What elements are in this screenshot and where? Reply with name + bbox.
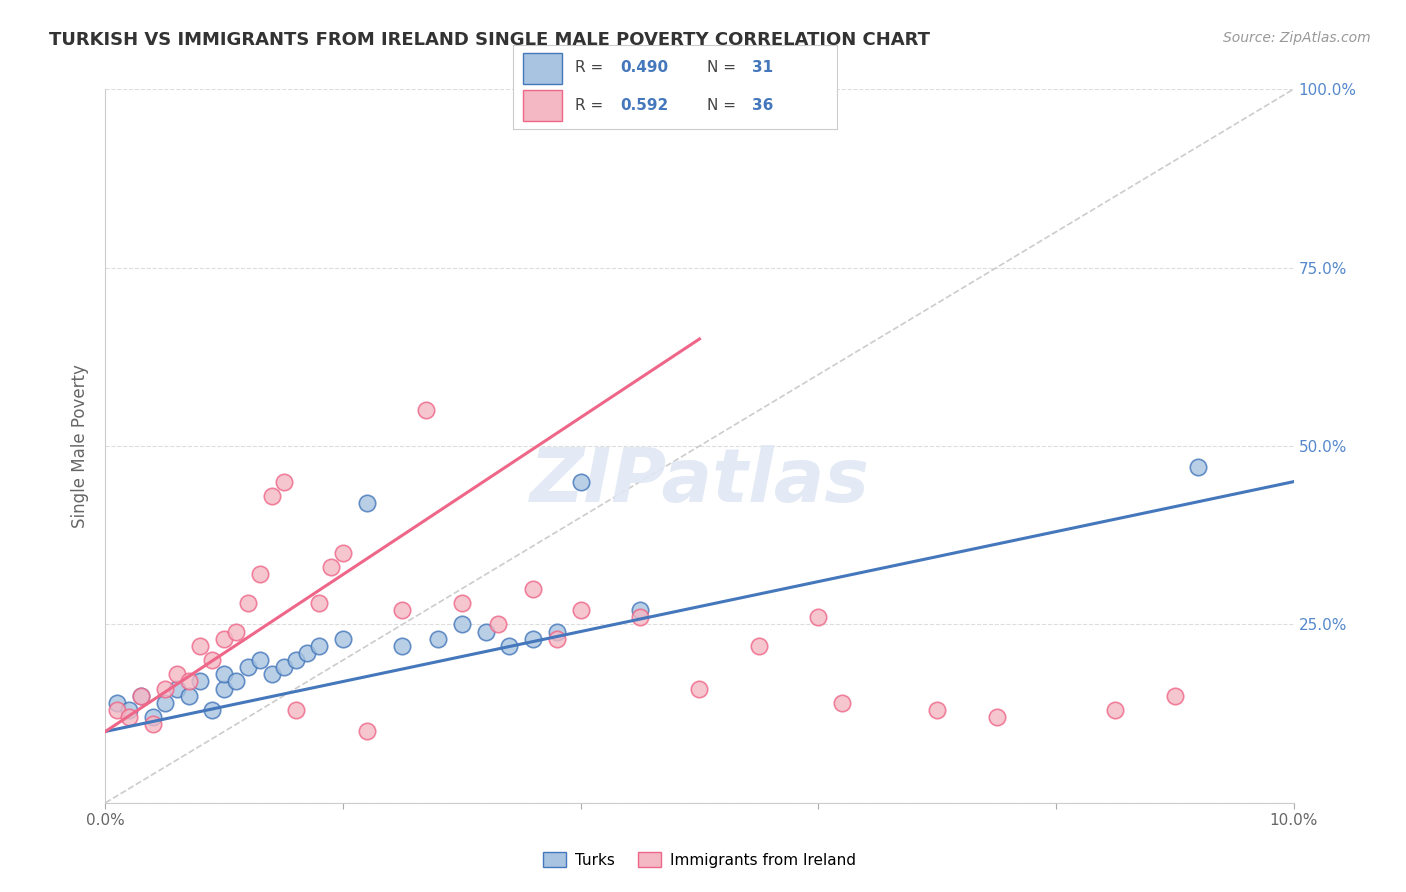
Text: N =: N =: [707, 60, 741, 75]
Point: [297, 646, 319, 660]
FancyBboxPatch shape: [523, 54, 561, 84]
Point: [807, 610, 830, 624]
Point: [1187, 460, 1209, 475]
Point: [177, 689, 200, 703]
Point: [356, 496, 378, 510]
Text: R =: R =: [575, 98, 607, 113]
Point: [166, 681, 188, 696]
Point: [569, 603, 592, 617]
Point: [214, 681, 236, 696]
Point: [391, 603, 413, 617]
Point: [356, 724, 378, 739]
Point: [177, 674, 200, 689]
Point: [308, 596, 330, 610]
Text: TURKISH VS IMMIGRANTS FROM IRELAND SINGLE MALE POVERTY CORRELATION CHART: TURKISH VS IMMIGRANTS FROM IRELAND SINGL…: [49, 31, 931, 49]
Point: [628, 603, 651, 617]
Legend: Turks, Immigrants from Ireland: Turks, Immigrants from Ireland: [537, 846, 862, 873]
Point: [522, 632, 544, 646]
Point: [569, 475, 592, 489]
Point: [260, 667, 283, 681]
Point: [689, 681, 711, 696]
Point: [391, 639, 413, 653]
Point: [118, 710, 141, 724]
Y-axis label: Single Male Poverty: Single Male Poverty: [72, 364, 90, 528]
Text: ZIPatlas: ZIPatlas: [530, 445, 869, 518]
Point: [522, 582, 544, 596]
Point: [546, 632, 568, 646]
Point: [450, 596, 472, 610]
Point: [273, 475, 295, 489]
Text: 36: 36: [752, 98, 773, 113]
Point: [105, 703, 128, 717]
Text: R =: R =: [575, 60, 607, 75]
Point: [225, 624, 247, 639]
Point: [927, 703, 949, 717]
Point: [332, 632, 354, 646]
Text: 0.490: 0.490: [620, 60, 668, 75]
Point: [201, 653, 224, 667]
Text: 31: 31: [752, 60, 773, 75]
Point: [225, 674, 247, 689]
Point: [190, 639, 212, 653]
Text: 0.592: 0.592: [620, 98, 668, 113]
Point: [153, 696, 176, 710]
Point: [427, 632, 450, 646]
Point: [214, 632, 236, 646]
Point: [486, 617, 509, 632]
Point: [748, 639, 770, 653]
Point: [249, 567, 271, 582]
Point: [118, 703, 141, 717]
Point: [214, 667, 236, 681]
Point: [236, 660, 259, 674]
Point: [321, 560, 343, 574]
Point: [142, 717, 165, 731]
Point: [142, 710, 165, 724]
Point: [450, 617, 472, 632]
Point: [628, 610, 651, 624]
Point: [129, 689, 152, 703]
Point: [284, 653, 307, 667]
Point: [546, 624, 568, 639]
Point: [284, 703, 307, 717]
Text: N =: N =: [707, 98, 741, 113]
Point: [273, 660, 295, 674]
Point: [201, 703, 224, 717]
Point: [415, 403, 437, 417]
Point: [308, 639, 330, 653]
Point: [498, 639, 520, 653]
Point: [105, 696, 128, 710]
Point: [986, 710, 1008, 724]
Point: [831, 696, 853, 710]
Point: [1164, 689, 1187, 703]
Point: [190, 674, 212, 689]
Point: [1104, 703, 1126, 717]
FancyBboxPatch shape: [523, 90, 561, 120]
Point: [474, 624, 496, 639]
Point: [332, 546, 354, 560]
Point: [166, 667, 188, 681]
Point: [260, 489, 283, 503]
Point: [236, 596, 259, 610]
Point: [153, 681, 176, 696]
Point: [249, 653, 271, 667]
Text: Source: ZipAtlas.com: Source: ZipAtlas.com: [1223, 31, 1371, 45]
Point: [129, 689, 152, 703]
